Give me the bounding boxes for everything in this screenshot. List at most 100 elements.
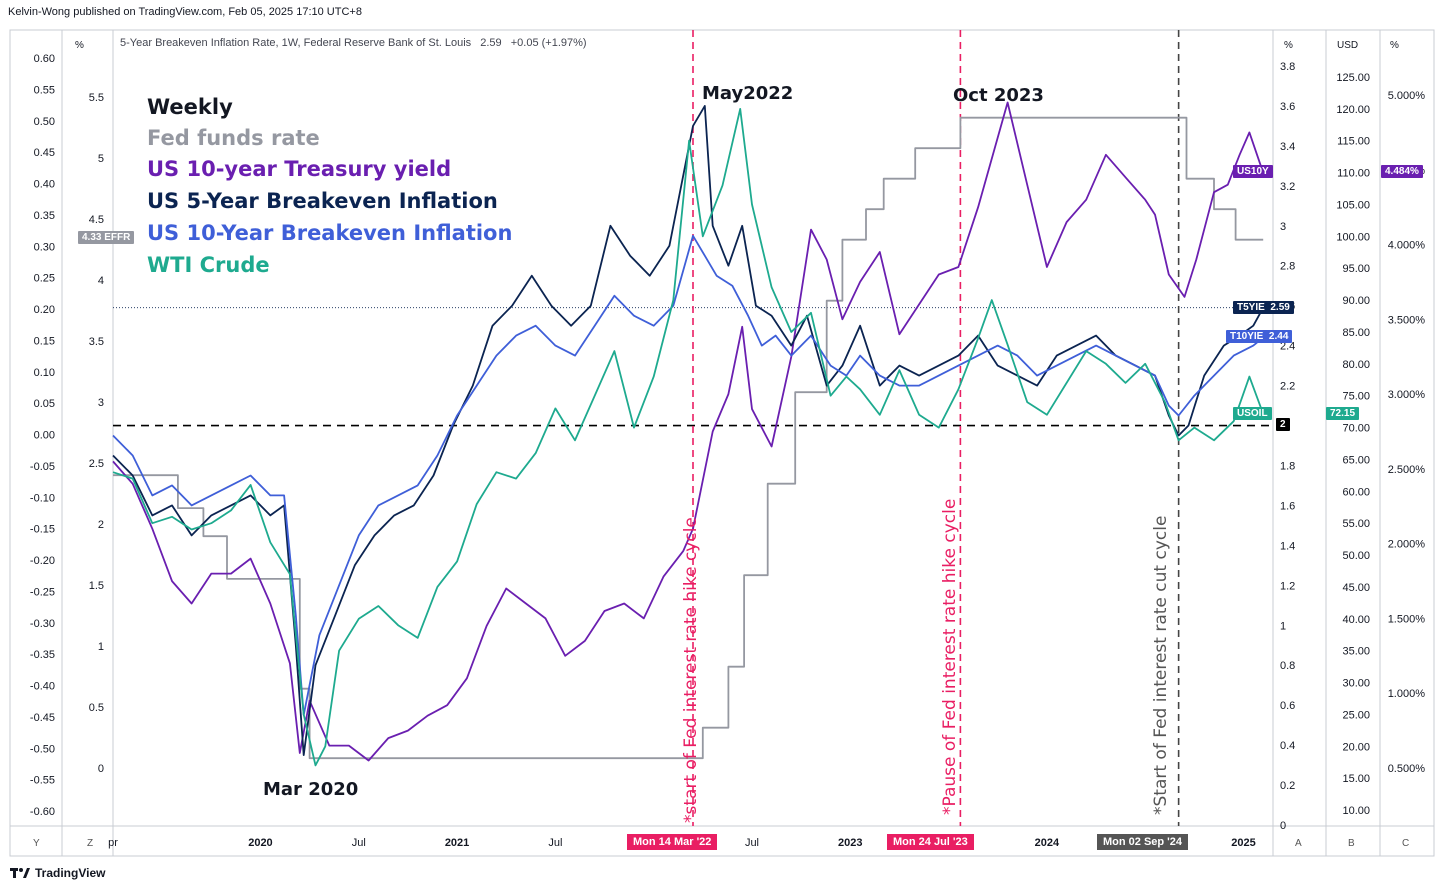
axis-tick-far-left: 0.45 xyxy=(34,147,55,159)
axis-tick-right-usd: 65.00 xyxy=(1342,454,1370,466)
axis-tick-right-usd: 100.00 xyxy=(1336,231,1370,243)
right-axis-unit: % xyxy=(1284,40,1293,51)
axis-tick-left: 3 xyxy=(98,397,104,409)
yield-axis-unit: % xyxy=(1390,40,1399,51)
chart-frame xyxy=(9,29,1435,857)
axis-tick-right-breakeven: 1.2 xyxy=(1280,580,1295,592)
axis-tick-far-left: 0.55 xyxy=(34,84,55,96)
axis-tick-right-yield: 2.500% xyxy=(1388,464,1426,476)
axis-tick-far-left: -0.10 xyxy=(30,492,55,504)
axis-tick-right-usd: 45.00 xyxy=(1342,582,1370,594)
x-badge-pause: Mon 24 Jul '23 xyxy=(887,834,974,850)
axis-tick-right-yield: 3.500% xyxy=(1388,314,1426,326)
axis-tick-left: 3.5 xyxy=(89,336,104,348)
axis-tick-far-left: -0.50 xyxy=(30,743,55,755)
axis-tick-right-usd: 55.00 xyxy=(1342,518,1370,530)
corner-b-button[interactable]: B xyxy=(1348,838,1355,849)
axis-tick-right-yield: 1.000% xyxy=(1388,688,1426,700)
axis-tick-right-usd: 40.00 xyxy=(1342,614,1370,626)
axis-tick-right-usd: 110.00 xyxy=(1337,168,1370,180)
axis-tick-right-usd: 85.00 xyxy=(1342,327,1370,339)
annotation-oct2023: Oct 2023 xyxy=(953,85,1044,106)
axis-tick-far-left: -0.20 xyxy=(30,555,55,567)
annotation-mar2020: Mar 2020 xyxy=(263,779,359,800)
x-tick-label: 2025 xyxy=(1231,837,1255,849)
axis-tick-right-usd: 95.00 xyxy=(1342,263,1370,275)
axis-tick-right-breakeven: 2.4 xyxy=(1280,341,1295,353)
axis-tick-left: 5 xyxy=(98,153,104,165)
effr-value: 4.33 xyxy=(82,232,102,243)
axis-tick-far-left: -0.40 xyxy=(30,681,55,693)
legend-t10yie: US 10-Year Breakeven Inflation xyxy=(147,221,513,245)
axis-tick-far-left: 0.40 xyxy=(34,179,55,191)
axis-tick-far-left: 0.20 xyxy=(34,304,55,316)
axis-tick-left: 1 xyxy=(98,641,104,653)
t5yie-line xyxy=(112,105,1264,756)
usoil-tag: USOIL xyxy=(1233,407,1272,420)
axis-tick-right-usd: 50.00 xyxy=(1342,550,1370,562)
brand-footer[interactable]: TradingView xyxy=(10,866,105,880)
legend-t5yie: US 5-Year Breakeven Inflation xyxy=(147,189,498,213)
corner-a-button[interactable]: A xyxy=(1295,838,1302,849)
axis-tick-right-breakeven: 1.4 xyxy=(1280,540,1295,552)
axis-tick-right-breakeven: 3.6 xyxy=(1280,101,1295,113)
axis-tick-right-yield: 5.000% xyxy=(1388,90,1426,102)
axis-tick-left: 0.5 xyxy=(89,702,104,714)
axis-tick-right-breakeven: 1.8 xyxy=(1280,460,1295,472)
fed-funds-line xyxy=(113,116,1264,760)
left-axis-unit: % xyxy=(75,40,84,51)
axis-tick-far-left: -0.15 xyxy=(30,524,55,536)
x-tick-label: pr xyxy=(108,837,118,849)
axis-tick-right-breakeven: 0.2 xyxy=(1280,780,1295,792)
axis-tick-far-left: -0.60 xyxy=(30,806,55,818)
axis-tick-right-usd: 75.00 xyxy=(1342,391,1370,403)
us10y-line xyxy=(112,101,1265,762)
us10y-value-tag: 4.484% xyxy=(1381,165,1423,178)
label-cut-start: *Start of Fed interest rate cut cycle xyxy=(1151,515,1171,815)
chart-header: 5-Year Breakeven Inflation Rate, 1W, Fed… xyxy=(120,37,593,49)
us10y-tag: US10Y xyxy=(1233,165,1273,178)
corner-z-button[interactable]: Z xyxy=(87,838,94,849)
axis-tick-left: 5.5 xyxy=(89,92,104,104)
axis-tick-far-left: 0.25 xyxy=(34,273,55,285)
axis-tick-right-yield: 4.000% xyxy=(1388,240,1426,252)
axis-tick-right-breakeven: 2.2 xyxy=(1280,381,1295,393)
label-hike-pause: *Pause of Fed interest rate hike cycle xyxy=(940,498,960,815)
t5yie-tag: T5YIE 2.59 xyxy=(1233,301,1294,314)
axis-tick-left: 4.5 xyxy=(89,214,104,226)
t10yie-tag: T10YIE 2.44 xyxy=(1226,330,1293,343)
corner-c-button[interactable]: C xyxy=(1402,838,1410,849)
axis-tick-right-usd: 10.00 xyxy=(1342,805,1370,817)
legend-us10y: US 10-year Treasury yield xyxy=(147,157,452,181)
axis-tick-right-usd: 90.00 xyxy=(1342,295,1370,307)
last-value: 2.59 xyxy=(480,37,502,49)
axis-tick-right-breakeven: 0.8 xyxy=(1280,660,1295,672)
brand-name: TradingView xyxy=(35,866,106,880)
t5yie-label: T5YIE xyxy=(1237,302,1265,313)
axis-tick-right-usd: 105.00 xyxy=(1336,199,1370,211)
axis-tick-far-left: -0.45 xyxy=(30,712,55,724)
legend-wti: WTI Crude xyxy=(147,253,270,277)
corner-y-button[interactable]: Y xyxy=(33,838,40,849)
axis-tick-right-usd: 70.00 xyxy=(1342,423,1370,435)
axis-tick-far-left: 0.05 xyxy=(34,398,55,410)
effr-label: EFFR xyxy=(104,232,131,243)
axis-tick-right-breakeven: 2.8 xyxy=(1280,261,1295,273)
axis-tick-far-left: -0.35 xyxy=(30,649,55,661)
axis-tick-left: 4 xyxy=(98,275,104,287)
x-tick-label: Jul xyxy=(745,837,759,849)
axis-tick-right-usd: 30.00 xyxy=(1342,678,1370,690)
axis-tick-far-left: -0.30 xyxy=(30,618,55,630)
axis-tick-right-breakeven: 1.6 xyxy=(1280,500,1295,512)
axis-tick-right-breakeven: 0 xyxy=(1280,820,1286,832)
axis-tick-far-left: 0.00 xyxy=(34,430,55,442)
t10yie-label: T10YIE xyxy=(1230,331,1264,342)
axis-tick-right-breakeven: 0.4 xyxy=(1280,740,1295,752)
axis-tick-right-usd: 15.00 xyxy=(1342,773,1370,785)
axis-tick-far-left: 0.15 xyxy=(34,335,55,347)
axis-tick-far-left: 0.60 xyxy=(34,53,55,65)
axis-tick-far-left: 0.50 xyxy=(34,116,55,128)
tradingview-logo-icon xyxy=(10,868,30,878)
instrument-name: 5-Year Breakeven Inflation Rate, 1W, Fed… xyxy=(120,37,472,49)
